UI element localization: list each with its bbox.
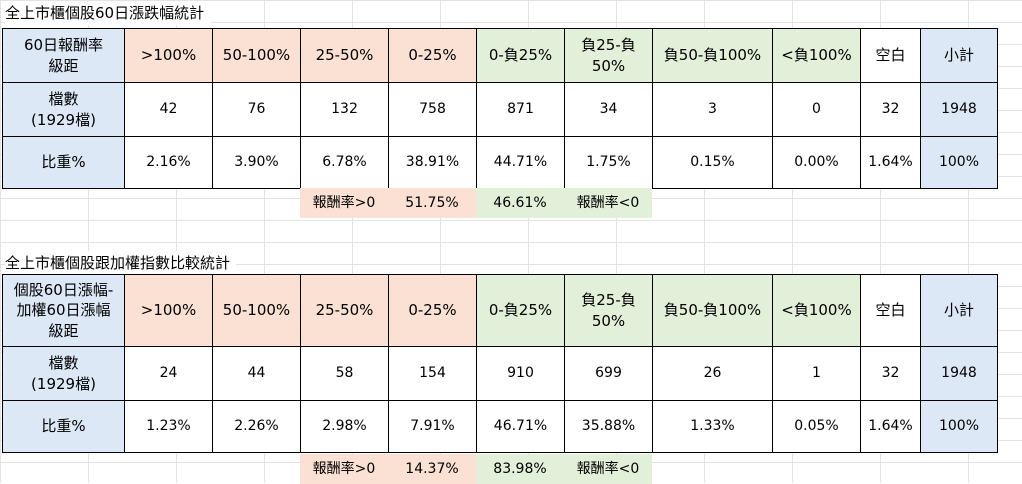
table2-column-header: 空白	[860, 274, 921, 347]
table2-range-label: 個股60日漲幅- 加權60日漲幅 級距	[2, 274, 125, 347]
table1-column-header: 負25-負50%	[564, 28, 653, 83]
table2-column-header: 小計	[920, 274, 998, 347]
table1-column-header: 50-100%	[212, 28, 301, 83]
table-cell: 6.78%	[300, 136, 389, 189]
table1-column-header: 25-50%	[300, 28, 389, 83]
table1-column-header: <負100%	[772, 28, 861, 83]
table2-vs-index-distribution: 個股60日漲幅- 加權60日漲幅 級距 >100% 50-100% 25-50% 0-25%…	[2, 274, 998, 453]
table-cell: 26	[652, 346, 773, 401]
table-cell: 154	[388, 346, 477, 401]
table2-column-header: 負50-負100%	[652, 274, 773, 347]
total-cell: 1948	[920, 82, 998, 137]
table2-title: 全上市櫃個股跟加權指數比較統計	[5, 251, 237, 275]
table2-column-header: 負25-負50%	[564, 274, 653, 347]
negative-return-label: 報酬率<0	[564, 454, 652, 484]
table-cell: 3	[652, 82, 773, 137]
table1-range-label: 60日報酬率 級距	[2, 28, 125, 83]
table-cell: 32	[860, 346, 921, 401]
table-cell: 0	[772, 82, 861, 137]
table-cell: 42	[124, 82, 213, 137]
table1-column-header: 小計	[920, 28, 998, 83]
table1-summary-row: 報酬率>0 51.75% 46.61% 報酬率<0	[0, 188, 1022, 218]
table-cell: 1.64%	[860, 136, 921, 189]
negative-return-value: 46.61%	[476, 188, 564, 218]
table2-summary-row: 報酬率>0 14.37% 83.98% 報酬率<0	[0, 454, 1022, 484]
table-row: 比重% 2.16% 3.90% 6.78% 38.91% 44.71% 1.75% 0.15%…	[2, 136, 998, 189]
row-label-line: (1929檔)	[31, 110, 96, 129]
table-cell: 38.91%	[388, 136, 477, 189]
table2-column-header: 0-25%	[388, 274, 477, 347]
table-cell: 24	[124, 346, 213, 401]
table-cell: 871	[476, 82, 565, 137]
table1-column-header: 空白	[860, 28, 921, 83]
table1-range-label-line: 級距	[48, 56, 79, 75]
table-cell: 34	[564, 82, 653, 137]
table-cell: 76	[212, 82, 301, 137]
row-label-line: 檔數	[48, 354, 79, 373]
table-cell: 0.00%	[772, 136, 861, 189]
total-cell: 100%	[920, 400, 998, 453]
row-label-line: 比重%	[41, 417, 86, 436]
table2-column-header: <負100%	[772, 274, 861, 347]
table-cell: 910	[476, 346, 565, 401]
table-cell: 3.90%	[212, 136, 301, 189]
positive-return-label: 報酬率>0	[300, 454, 388, 484]
table1-column-header: 負50-負100%	[652, 28, 773, 83]
table2-header-row: 個股60日漲幅- 加權60日漲幅 級距 >100% 50-100% 25-50% 0-25%…	[2, 274, 998, 347]
table-cell: 1	[772, 346, 861, 401]
row-label-line: 檔數	[48, 90, 79, 109]
table2-range-label-line: 級距	[48, 321, 79, 340]
table1-column-header: >100%	[124, 28, 213, 83]
table-cell: 699	[564, 346, 653, 401]
table2-column-header: >100%	[124, 274, 213, 347]
table-cell: 46.71%	[476, 400, 565, 453]
positive-return-value: 14.37%	[388, 454, 476, 484]
table-row: 比重% 1.23% 2.26% 2.98% 7.91% 46.71% 35.88% 1.33%…	[2, 400, 998, 453]
row-label-line: 比重%	[41, 153, 86, 172]
row-label: 檔數 (1929檔)	[2, 82, 125, 137]
table-cell: 2.98%	[300, 400, 389, 453]
table-row: 檔數 (1929檔) 24 44 58 154 910 699 26 1 32 1948	[2, 346, 998, 401]
table-cell: 1.75%	[564, 136, 653, 189]
table-cell: 44	[212, 346, 301, 401]
table-cell: 1.64%	[860, 400, 921, 453]
table-cell: 132	[300, 82, 389, 137]
table-cell: 758	[388, 82, 477, 137]
table2-column-header: 0-負25%	[476, 274, 565, 347]
table1-range-label-line: 60日報酬率	[23, 36, 104, 55]
table1-return-distribution: 60日報酬率 級距 >100% 50-100% 25-50% 0-25% 0-負25% 負25…	[2, 28, 998, 189]
row-label: 檔數 (1929檔)	[2, 346, 125, 401]
table-cell: 44.71%	[476, 136, 565, 189]
table2-range-label-line: 個股60日漲幅-	[13, 281, 114, 300]
table-cell: 0.15%	[652, 136, 773, 189]
table-cell: 0.05%	[772, 400, 861, 453]
table-cell: 58	[300, 346, 389, 401]
table-cell: 1.33%	[652, 400, 773, 453]
table-cell: 2.16%	[124, 136, 213, 189]
table2-column-header: 25-50%	[300, 274, 389, 347]
negative-return-value: 83.98%	[476, 454, 564, 484]
table1-column-header: 0-25%	[388, 28, 477, 83]
row-label: 比重%	[2, 136, 125, 189]
table2-column-header: 50-100%	[212, 274, 301, 347]
table-cell: 2.26%	[212, 400, 301, 453]
positive-return-value: 51.75%	[388, 188, 476, 218]
total-cell: 100%	[920, 136, 998, 189]
positive-return-label: 報酬率>0	[300, 188, 388, 218]
table-row: 檔數 (1929檔) 42 76 132 758 871 34 3 0 32 1948	[2, 82, 998, 137]
table1-column-header: 0-負25%	[476, 28, 565, 83]
total-cell: 1948	[920, 346, 998, 401]
table1-title: 全上市櫃個股60日漲跌幅統計	[5, 1, 211, 25]
table1-header-row: 60日報酬率 級距 >100% 50-100% 25-50% 0-25% 0-負25% 負25…	[2, 28, 998, 83]
row-label: 比重%	[2, 400, 125, 453]
table-cell: 32	[860, 82, 921, 137]
table2-range-label-line: 加權60日漲幅	[16, 301, 111, 320]
table-cell: 7.91%	[388, 400, 477, 453]
table-cell: 1.23%	[124, 400, 213, 453]
negative-return-label: 報酬率<0	[564, 188, 652, 218]
table-cell: 35.88%	[564, 400, 653, 453]
row-label-line: (1929檔)	[31, 374, 96, 393]
